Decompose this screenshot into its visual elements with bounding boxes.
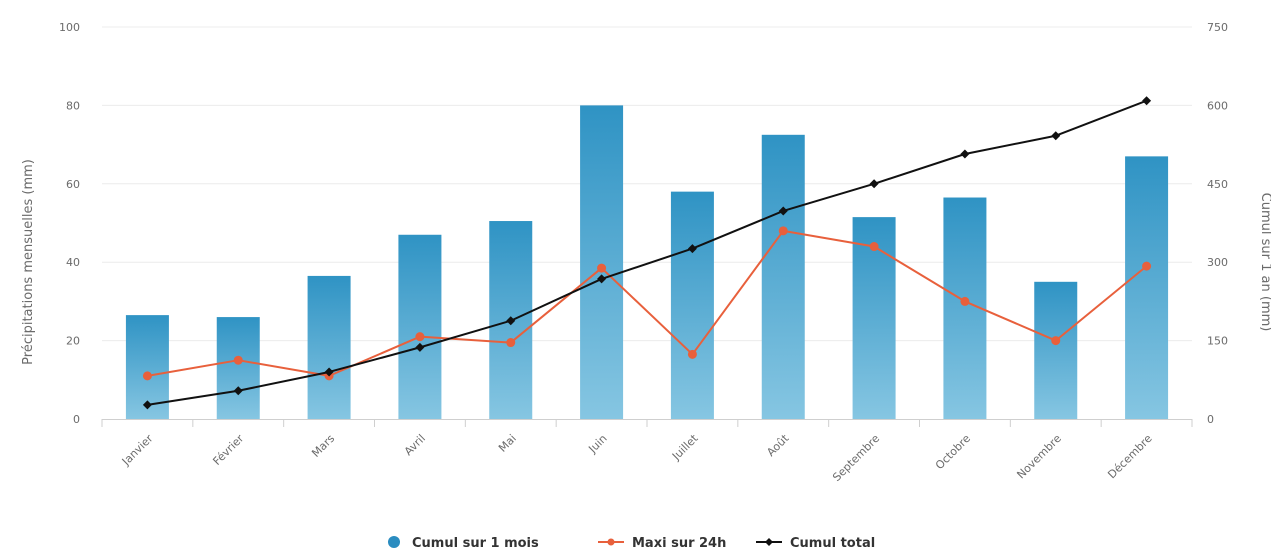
legend-marker-maxi-24h: [607, 538, 615, 546]
bar-août: [761, 134, 805, 420]
bars-cumul-mois: [125, 105, 1169, 420]
x-axis-labels: Janvier Février Mars Avril Mai Juin Juillet Aoû…: [119, 431, 1155, 483]
point-maxi-24h: [869, 242, 879, 252]
left-axis-title: Précipitations mensuelles (mm): [21, 159, 36, 365]
x-tick-label: Avril: [402, 432, 428, 458]
x-tick-label: Octobre: [933, 432, 973, 472]
left-tick-label: 100: [59, 21, 80, 34]
left-tick-label: 0: [73, 413, 80, 426]
left-tick-label: 60: [66, 178, 80, 191]
point-maxi-24h: [142, 371, 152, 381]
point-maxi-24h: [506, 338, 516, 348]
x-tick-label: Janvier: [119, 432, 156, 469]
legend-marker-cumul-mois: [388, 536, 400, 548]
point-cumul-total: [687, 244, 697, 254]
bar-avril: [398, 234, 442, 419]
point-maxi-24h: [415, 332, 425, 342]
legend-label-cumul-mois: Cumul sur 1 mois: [412, 536, 539, 551]
legend-item-maxi-24h[interactable]: Maxi sur 24h: [598, 536, 726, 551]
left-tick-label: 40: [66, 256, 80, 269]
right-axis-title: Cumul sur 1 an (mm): [1258, 193, 1271, 332]
bar-mars: [307, 275, 351, 419]
point-maxi-24h: [1142, 261, 1152, 271]
point-maxi-24h: [687, 349, 697, 359]
point-cumul-total: [1051, 131, 1061, 141]
bar-novembre: [1034, 281, 1078, 419]
legend: Cumul sur 1 mois Maxi sur 24h Cumul tota…: [388, 536, 875, 551]
right-tick-label: 600: [1207, 99, 1228, 112]
left-tick-label: 80: [66, 99, 80, 112]
left-tick-label: 20: [66, 335, 80, 348]
x-tick-label: Septembre: [830, 432, 882, 484]
series-lines: [142, 96, 1152, 410]
bar-juillet: [670, 191, 714, 419]
line-maxi-24h: [147, 229, 1148, 377]
point-maxi-24h: [960, 296, 970, 306]
legend-label-maxi-24h: Maxi sur 24h: [632, 536, 726, 551]
legend-marker-cumul-total: [765, 538, 773, 546]
x-tick-label: Mai: [496, 432, 519, 455]
point-cumul-total: [960, 149, 970, 159]
x-tick-label: Décembre: [1105, 432, 1155, 482]
point-maxi-24h: [778, 226, 788, 236]
bar-février: [216, 317, 260, 419]
grid-lines: [102, 26, 1192, 342]
x-axis: [101, 419, 1193, 427]
x-tick-label: Juillet: [669, 431, 701, 463]
point-maxi-24h: [233, 355, 243, 365]
point-cumul-total: [324, 367, 334, 377]
left-axis-ticks: 0 20 40 60 80 100: [59, 21, 80, 426]
point-cumul-total: [869, 179, 879, 189]
point-cumul-total: [506, 316, 516, 326]
point-cumul-total: [415, 342, 425, 352]
point-maxi-24h: [597, 263, 607, 273]
x-tick-label: Août: [764, 431, 792, 459]
point-cumul-total: [778, 206, 788, 216]
x-tick-label: Février: [210, 432, 246, 468]
legend-item-cumul-total[interactable]: Cumul total: [756, 536, 875, 551]
point-maxi-24h: [1051, 336, 1061, 346]
point-cumul-total: [233, 386, 243, 396]
right-tick-label: 150: [1207, 335, 1228, 348]
x-tick-label: Mars: [309, 432, 337, 460]
point-cumul-total: [142, 400, 152, 410]
right-tick-label: 750: [1207, 21, 1228, 34]
legend-label-cumul-total: Cumul total: [790, 536, 875, 551]
x-tick-label: Novembre: [1014, 432, 1064, 482]
right-tick-label: 0: [1207, 413, 1214, 426]
bar-juin: [580, 105, 624, 420]
x-tick-label: Juin: [585, 432, 609, 456]
right-tick-label: 450: [1207, 178, 1228, 191]
point-cumul-total: [597, 274, 607, 284]
point-cumul-total: [1142, 96, 1152, 106]
right-axis-ticks: 0 150 300 450 600 750: [1207, 21, 1228, 426]
right-tick-label: 300: [1207, 256, 1228, 269]
bar-décembre: [1125, 156, 1169, 420]
line-cumul-total: [147, 99, 1147, 406]
legend-item-cumul-mois[interactable]: Cumul sur 1 mois: [388, 536, 539, 551]
